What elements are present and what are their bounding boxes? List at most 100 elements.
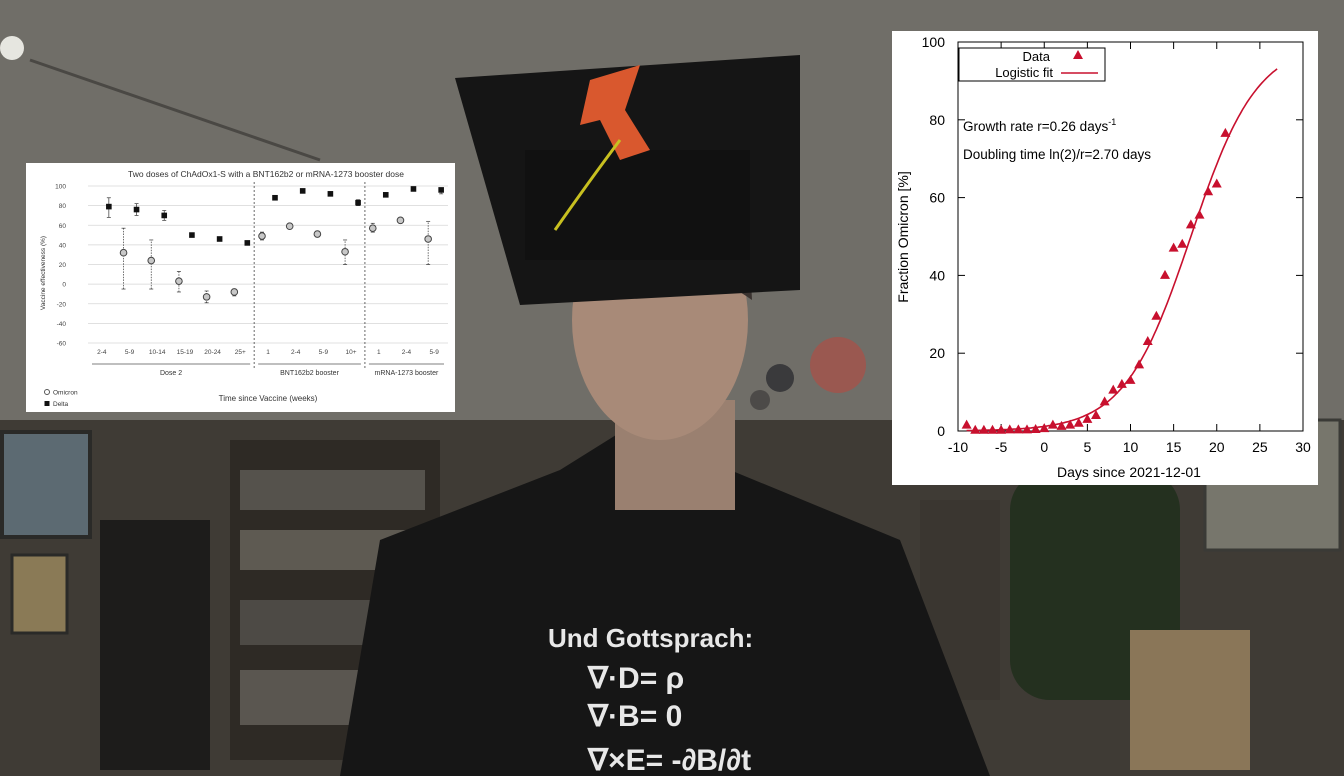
doubling-time-annotation: Doubling time ln(2)/r=2.70 days (963, 147, 1151, 162)
growth-rate-exponent: -1 (1108, 117, 1116, 127)
omi-data-point (1065, 419, 1076, 429)
omi-x-tick-label: -5 (995, 439, 1008, 455)
omi-x-tick-label: 20 (1209, 439, 1225, 455)
omi-data-point (1039, 423, 1050, 433)
wall-painting (0, 430, 92, 539)
omi-x-axis-label: Days since 2021-12-01 (1057, 464, 1201, 480)
omi-data-point (1082, 413, 1093, 423)
ve-x-axis-label: Time since Vaccine (weeks) (219, 394, 318, 403)
legend-omicron-marker (44, 389, 50, 395)
omi-data-point (1004, 424, 1015, 434)
omi-y-tick-label: 20 (929, 345, 945, 361)
ve-delta-point (244, 240, 251, 246)
omi-data-point (987, 424, 998, 434)
ve-y-tick-label: 40 (59, 242, 67, 249)
ve-omicron-point (368, 224, 377, 232)
omi-data-point (1116, 378, 1127, 388)
ve-delta-point (355, 199, 361, 206)
omi-x-tick-label: -10 (948, 439, 968, 455)
ceiling-lamp (0, 36, 24, 60)
omi-x-tick-label: 10 (1123, 439, 1139, 455)
legend-delta-marker (44, 401, 50, 406)
omicron-fraction-chart-panel: -10 -5 0 5 10 15 20 25 30 0 20 40 60 80 100 Fraction O… (892, 31, 1318, 485)
omi-legend: Data Logistic fit (958, 47, 1106, 82)
omi-data-point (961, 419, 972, 429)
ve-omicron-point (313, 230, 322, 238)
ve-y-tick-label: -20 (57, 301, 67, 308)
omi-data-point (1091, 409, 1101, 419)
ve-delta-point (133, 206, 140, 213)
ve-x-tick-label: 2-4 (97, 349, 107, 356)
ve-omicron-point (424, 235, 432, 243)
ve-group-label: mRNA-1273 booster (375, 370, 439, 377)
legend-omicron-label: Omicron (53, 390, 78, 397)
ve-omicron-point (341, 247, 349, 256)
ve-y-axis-label: Vaccine effectiveness (%) (40, 236, 47, 310)
shirt-line-2: ∇·D= ρ (587, 662, 684, 695)
omi-y-tick-label: 40 (929, 267, 945, 283)
omi-data-point (1013, 424, 1024, 434)
ve-x-tick-label: 15-19 (177, 349, 194, 356)
ve-y-tick-label: 60 (59, 223, 67, 230)
omi-data-point (1125, 374, 1136, 384)
growth-rate-annotation: Growth rate r=0.26 days-1 (963, 117, 1116, 134)
omi-data-point (1099, 396, 1110, 406)
ve-x-tick-label: 1 (266, 349, 270, 356)
growth-rate-text: Growth rate r=0.26 days (963, 119, 1108, 134)
ve-omicron-point (119, 248, 128, 257)
ve-omicron-point (258, 232, 266, 240)
ve-x-tick-label: 2-4 (291, 349, 301, 356)
ve-delta-point (327, 191, 334, 197)
shirt-line-4: ∇×E= -∂B/∂t (587, 744, 751, 776)
omi-data-point (1211, 178, 1222, 188)
omi-data-point (1177, 238, 1188, 248)
ve-omicron-point (202, 293, 211, 301)
omi-data-point (1134, 359, 1145, 369)
shirt-equations: Und Gottsprach: ∇·D= ρ ∇·B= 0 ∇×E= -∂B/∂… (548, 623, 753, 776)
omi-data-point (1022, 424, 1032, 434)
omi-legend-box (958, 47, 1106, 82)
ve-x-tick-label: 5-9 (429, 349, 439, 356)
ve-group-label: Dose 2 (160, 370, 182, 377)
legend-delta-label: Delta (53, 401, 69, 408)
ve-delta-point (106, 203, 112, 210)
omi-data-point (1047, 419, 1058, 429)
ve-group-label: BNT162b2 booster (280, 370, 339, 377)
omi-data-point (1194, 209, 1205, 219)
ve-omicron-point (230, 288, 239, 296)
ve-x-tick-label: 10+ (346, 349, 357, 356)
ve-delta-point (216, 236, 223, 242)
ve-x-tick-label: 10-14 (149, 349, 166, 356)
omi-x-tick-label: 30 (1295, 439, 1311, 455)
ve-x-tick-label: 20-24 (204, 349, 221, 356)
omi-data-point (1185, 219, 1196, 229)
ve-delta-point (272, 194, 278, 201)
wall-painting (10, 553, 69, 635)
omi-data-point (1220, 127, 1231, 137)
ve-chart-title: Two doses of ChAdOx1-S with a BNT162b2 o… (128, 169, 404, 179)
ve-y-tick-label: -60 (57, 341, 67, 348)
ve-x-tick-label: 1 (377, 349, 381, 356)
omi-y-tick-label: 0 (937, 423, 945, 439)
omi-y-tick-label: 100 (922, 34, 946, 50)
omi-x-tick-label: 0 (1040, 439, 1048, 455)
omi-data-point (1203, 186, 1214, 196)
vaccine-effectiveness-chart: Two doses of ChAdOx1-S with a BNT162b2 o… (40, 169, 448, 408)
omi-data-point (1108, 384, 1119, 394)
ve-y-tick-label: 100 (55, 184, 66, 191)
ve-x-tick-label: 25+ (235, 349, 246, 356)
ve-y-tick-label: -40 (57, 321, 67, 328)
ve-legend: Omicron Delta (44, 389, 78, 408)
omi-data-point (1073, 417, 1084, 427)
ve-delta-point (189, 232, 195, 238)
ve-omicron-point (396, 216, 405, 225)
omicron-fraction-chart: -10 -5 0 5 10 15 20 25 30 0 20 40 60 80 100 Fraction O… (895, 34, 1311, 480)
omi-y-axis-label: Fraction Omicron [%] (895, 171, 911, 302)
omi-data-point (1142, 336, 1153, 346)
omi-y-tick-label: 80 (929, 112, 945, 128)
shirt-line-1: Und Gottsprach: (548, 623, 753, 653)
omi-data-point (978, 424, 989, 434)
omi-data-point (1030, 423, 1041, 433)
ve-delta-point (299, 188, 306, 194)
